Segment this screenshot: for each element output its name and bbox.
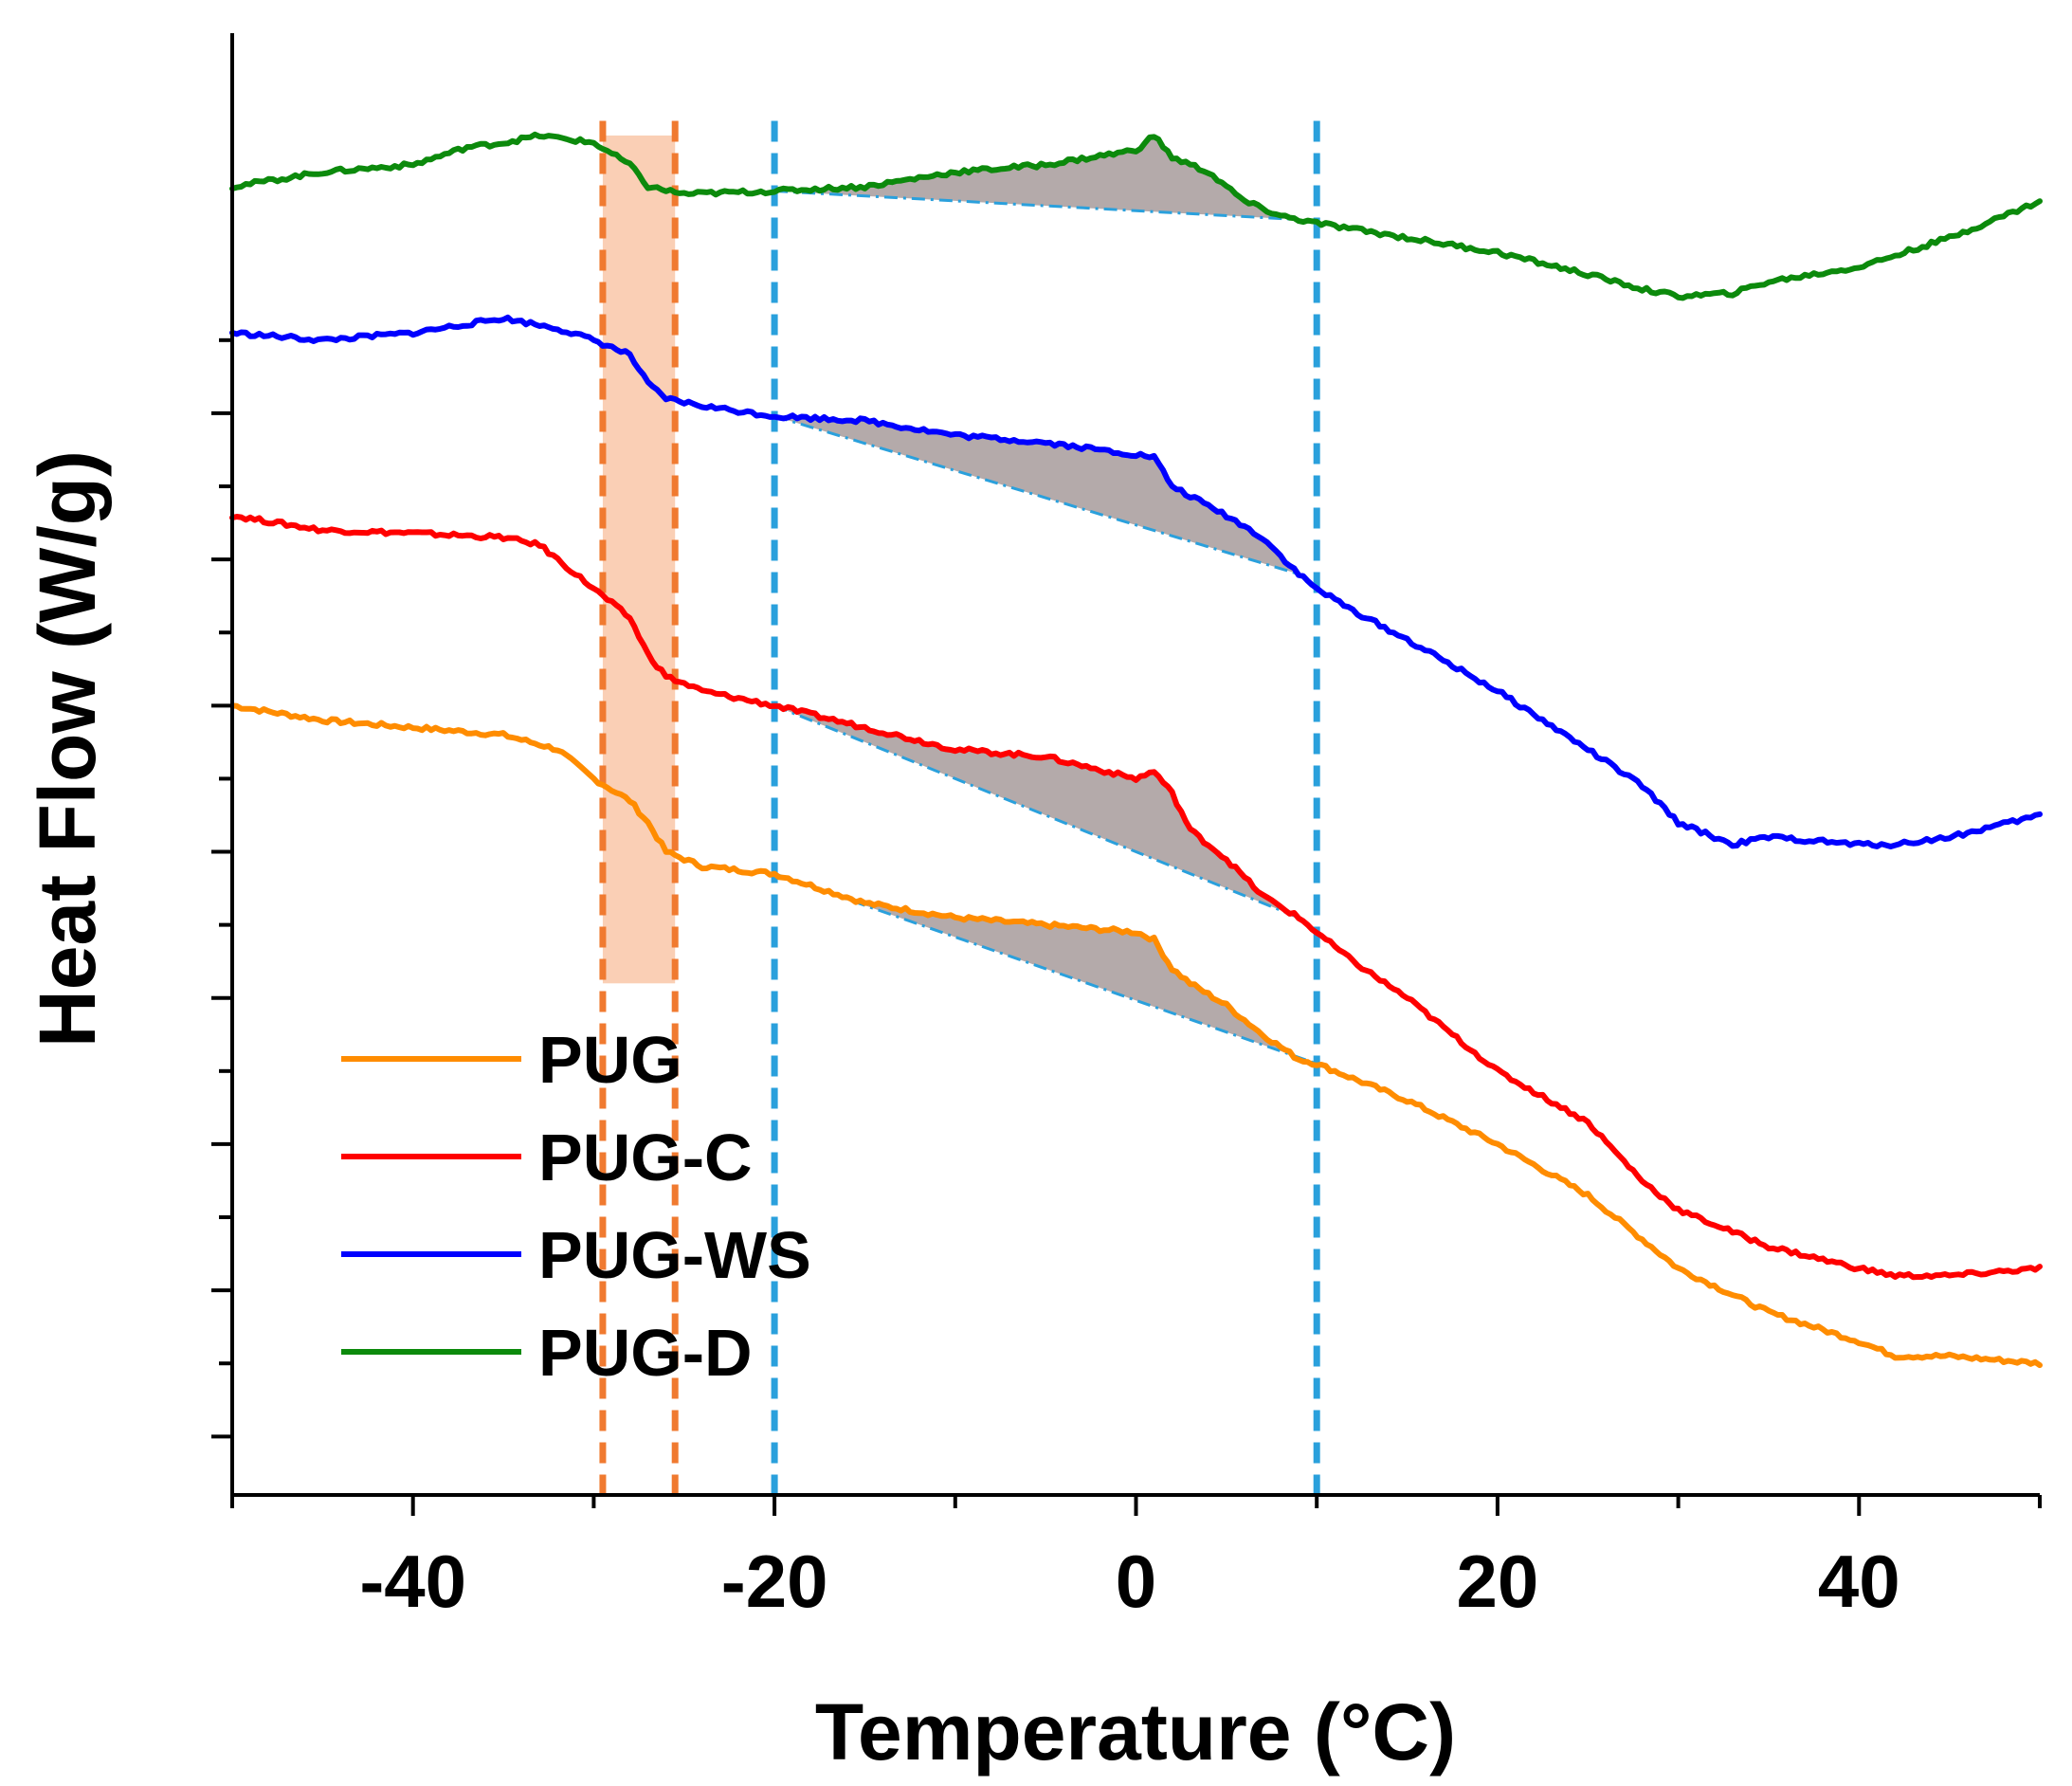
legend-label-pug-ws: PUG-WS <box>538 1218 811 1292</box>
x-tick-label: -20 <box>721 1540 828 1623</box>
peak-area-pug-d <box>774 135 1300 220</box>
legend-label-pug-c: PUG-C <box>538 1121 753 1194</box>
series-line-pug-d <box>229 131 2043 301</box>
axes <box>230 33 2040 1497</box>
peak-baseline-pug <box>773 872 1318 1066</box>
melting-peak-areas <box>773 135 1318 1066</box>
series-line-pug-ws <box>229 314 2043 849</box>
x-tick-label: 0 <box>1116 1540 1156 1623</box>
y-axis-title: Heat Flow (W/g) <box>23 450 112 1048</box>
y-ticks <box>211 337 232 1439</box>
x-axis-title: Temperature (°C) <box>815 1687 1456 1777</box>
x-tick-label: 20 <box>1457 1540 1539 1623</box>
peak-baseline-pug-ws <box>773 414 1300 575</box>
x-tick-label: 40 <box>1818 1540 1900 1623</box>
peak-area-pug-ws <box>774 416 1300 574</box>
x-ticks: -40 -20 0 20 40 <box>230 1495 2042 1623</box>
vertical-markers <box>599 120 1320 1495</box>
series-line-pug-c <box>229 514 2043 1281</box>
glass-transition-band-rect <box>602 135 676 984</box>
peak-baseline-pug-c <box>773 703 1300 920</box>
peak-baseline-pug-d <box>774 190 1300 222</box>
legend-label-pug-d: PUG-D <box>538 1316 753 1390</box>
legend-label-pug: PUG <box>538 1023 682 1097</box>
x-tick-label: -40 <box>359 1540 466 1623</box>
legend: PUG PUG-C PUG-WS PUG-D <box>341 1023 811 1390</box>
series-line-pug <box>229 702 2043 1369</box>
series-lines <box>229 131 2043 1369</box>
glass-transition-band <box>602 135 676 984</box>
